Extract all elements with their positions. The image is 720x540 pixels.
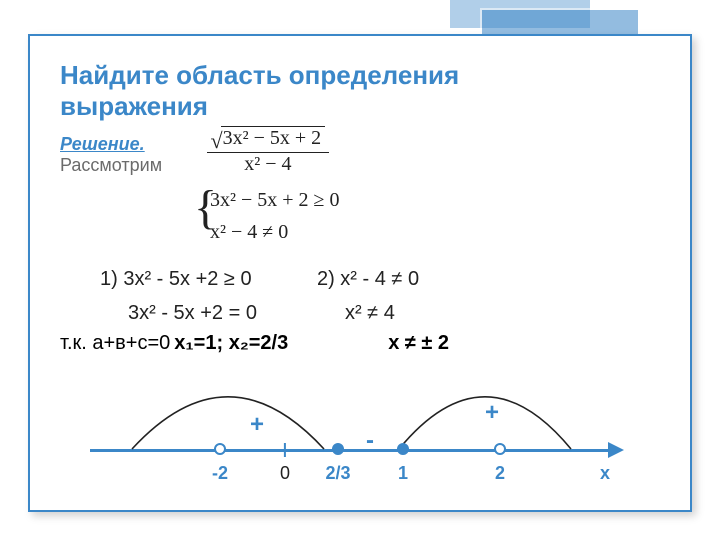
title-line2: выражения: [60, 91, 208, 121]
point-label: -2: [212, 463, 228, 484]
sign-arc: [128, 383, 328, 453]
axis-arrow-icon: [608, 442, 624, 458]
point-label: 1: [398, 463, 408, 484]
page-title: Найдите область определения выражения: [60, 60, 660, 122]
zero-tick: [284, 443, 286, 457]
number-line-diagram: х + - +0 -2 2/3 1 2: [90, 375, 630, 505]
brace-icon: {: [194, 180, 217, 235]
number-line-point: [214, 443, 226, 455]
system-line1: 3x² − 5x + 2 ≥ 0: [210, 184, 660, 216]
point-label: 2: [495, 463, 505, 484]
sign-label: -: [366, 427, 374, 455]
system-line2: x² − 4 ≠ 0: [210, 216, 660, 248]
title-line1: Найдите область определения: [60, 60, 459, 90]
zero-label: 0: [280, 463, 290, 484]
sign-label: +: [485, 399, 499, 427]
solution-block: Решение. Рассмотрим: [60, 126, 162, 176]
right-step2: х² ≠ 4: [345, 296, 419, 330]
left-step2: 3х² - 5х +2 = 0: [128, 296, 257, 330]
right-step1: 2) х² - 4 ≠ 0: [317, 262, 419, 296]
roots-line: т.к. а+в+с=0 х₁=1; х₂=2/3 х ≠ ± 2: [60, 332, 660, 355]
consider-label: Рассмотрим: [60, 155, 162, 176]
two-column-work: 1) 3х² - 5х +2 ≥ 0 3х² - 5х +2 = 0 2) х²…: [60, 262, 660, 330]
roots-exclusion: х ≠ ± 2: [388, 332, 449, 355]
axis-label: х: [600, 463, 610, 484]
number-line-point: [332, 443, 344, 455]
left-step1: 1) 3х² - 5х +2 ≥ 0: [100, 262, 257, 296]
sign-label: +: [250, 411, 264, 439]
point-label: 2/3: [325, 463, 350, 484]
slide-frame: Найдите область определения выражения Ре…: [28, 34, 692, 512]
roots-prefix: т.к. а+в+с=0: [60, 332, 170, 355]
sqrt-expr: 3x² − 5x + 2: [221, 126, 326, 150]
system-block: { 3x² − 5x + 2 ≥ 0 x² − 4 ≠ 0: [210, 184, 660, 248]
number-line-point: [397, 443, 409, 455]
main-formula: √3x² − 5x + 2 x² − 4: [207, 126, 330, 176]
roots-values: х₁=1; х₂=2/3: [174, 332, 288, 355]
denom-expr: x² − 4: [207, 153, 330, 176]
number-line-point: [494, 443, 506, 455]
solution-label: Решение.: [60, 134, 162, 155]
